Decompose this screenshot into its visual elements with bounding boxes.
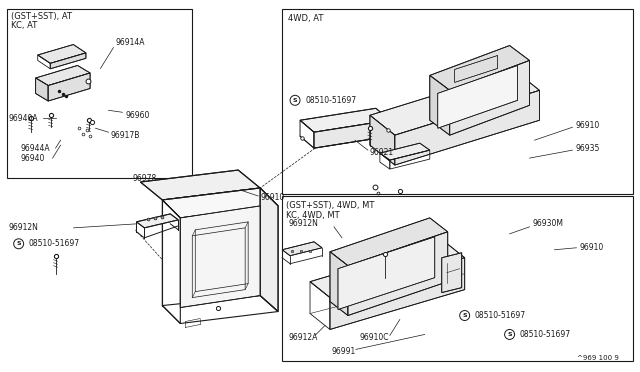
Polygon shape [430, 76, 450, 135]
Polygon shape [330, 252, 348, 315]
Text: 96935: 96935 [575, 144, 600, 153]
Text: 96910: 96910 [579, 243, 604, 252]
Text: 96960: 96960 [125, 111, 150, 120]
Text: 96978: 96978 [132, 173, 157, 183]
Polygon shape [330, 218, 448, 266]
Text: 08510-51697: 08510-51697 [520, 330, 571, 339]
Bar [6, 9, 192, 178]
Text: 4WD, AT: 4WD, AT [288, 14, 323, 23]
Polygon shape [36, 78, 48, 101]
Polygon shape [300, 108, 390, 132]
Polygon shape [163, 188, 278, 218]
Text: S: S [462, 313, 467, 318]
Polygon shape [136, 214, 179, 228]
Text: 96912N: 96912N [288, 219, 318, 228]
Polygon shape [180, 206, 260, 308]
Text: 96910C: 96910C [360, 333, 389, 342]
Text: 96910: 96910 [260, 193, 284, 202]
Polygon shape [314, 120, 390, 148]
Polygon shape [370, 115, 395, 165]
Polygon shape [430, 45, 529, 90]
Text: (GST+SST), 4WD, MT: (GST+SST), 4WD, MT [286, 201, 374, 211]
Polygon shape [438, 65, 518, 128]
Text: 96912A: 96912A [288, 333, 317, 342]
Bar [282, 196, 634, 361]
Text: 96991: 96991 [332, 347, 356, 356]
Text: 96940: 96940 [20, 154, 45, 163]
Polygon shape [282, 242, 322, 256]
Text: 96940A: 96940A [9, 114, 38, 123]
Text: 96914A: 96914A [115, 38, 145, 47]
Text: 08510-51697: 08510-51697 [305, 96, 356, 105]
Polygon shape [380, 143, 430, 160]
Text: (GST+SST), AT: (GST+SST), AT [11, 12, 72, 21]
Text: S: S [17, 241, 21, 246]
Polygon shape [310, 242, 465, 298]
Polygon shape [51, 53, 86, 69]
Polygon shape [140, 170, 260, 200]
Polygon shape [48, 73, 90, 101]
Text: 96921: 96921 [370, 148, 394, 157]
Polygon shape [454, 55, 498, 82]
Text: 96930M: 96930M [532, 219, 564, 228]
Text: 96910: 96910 [575, 121, 600, 130]
Polygon shape [330, 258, 465, 330]
Text: ^969 100 9: ^969 100 9 [577, 355, 620, 361]
Text: S: S [292, 98, 298, 103]
Polygon shape [450, 61, 529, 135]
Polygon shape [370, 70, 540, 135]
Text: 96944A: 96944A [20, 144, 51, 153]
Polygon shape [38, 45, 86, 63]
Text: KC, 4WD, MT: KC, 4WD, MT [286, 211, 340, 220]
Polygon shape [348, 232, 448, 315]
Text: 08510-51697: 08510-51697 [475, 311, 526, 320]
Polygon shape [260, 188, 278, 311]
Text: 08510-51697: 08510-51697 [29, 239, 80, 248]
Polygon shape [338, 237, 435, 310]
Polygon shape [442, 253, 461, 293]
Text: S: S [508, 332, 512, 337]
Polygon shape [395, 90, 540, 165]
Polygon shape [36, 65, 90, 86]
Text: 96912N: 96912N [9, 223, 38, 232]
Text: KC, AT: KC, AT [11, 21, 37, 30]
Bar [282, 9, 634, 194]
Text: 96917B: 96917B [111, 131, 140, 140]
